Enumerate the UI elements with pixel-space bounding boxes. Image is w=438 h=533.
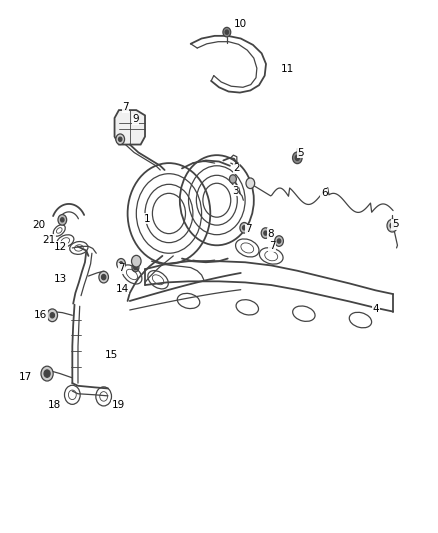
Circle shape (50, 313, 54, 318)
Circle shape (60, 217, 64, 222)
Circle shape (134, 265, 137, 270)
Circle shape (44, 370, 50, 377)
Circle shape (387, 219, 397, 232)
Circle shape (261, 228, 270, 238)
Text: 15: 15 (104, 350, 118, 360)
Circle shape (295, 155, 300, 160)
Text: 3: 3 (232, 185, 239, 196)
Circle shape (47, 309, 57, 321)
Text: 18: 18 (48, 400, 61, 410)
Circle shape (119, 262, 123, 266)
Circle shape (132, 263, 139, 272)
Circle shape (240, 222, 249, 233)
Circle shape (264, 231, 267, 235)
Circle shape (99, 271, 109, 283)
Text: 5: 5 (392, 219, 399, 229)
Polygon shape (115, 110, 145, 144)
Text: 10: 10 (233, 19, 247, 29)
Circle shape (118, 137, 122, 141)
Circle shape (58, 215, 67, 225)
Text: 2: 2 (233, 164, 240, 173)
Text: 8: 8 (267, 229, 274, 239)
Text: 14: 14 (115, 284, 129, 294)
Text: 20: 20 (32, 220, 46, 230)
Circle shape (223, 27, 231, 37)
Text: 7: 7 (245, 224, 252, 235)
Circle shape (293, 152, 302, 164)
Text: 7: 7 (118, 263, 125, 273)
Circle shape (41, 366, 53, 381)
Text: 5: 5 (297, 148, 304, 158)
Circle shape (116, 134, 124, 144)
Text: 21: 21 (42, 235, 55, 245)
Circle shape (225, 30, 229, 34)
Circle shape (275, 236, 283, 246)
Text: 6: 6 (321, 188, 328, 198)
Circle shape (243, 225, 246, 230)
Text: 7: 7 (269, 241, 276, 252)
Circle shape (277, 239, 281, 243)
Text: 16: 16 (34, 310, 47, 320)
Text: 19: 19 (111, 400, 125, 410)
Circle shape (390, 223, 394, 228)
Circle shape (230, 175, 237, 183)
Text: 7: 7 (122, 102, 129, 112)
Text: 1: 1 (144, 214, 151, 224)
Circle shape (117, 259, 125, 269)
Circle shape (131, 255, 141, 267)
Text: 13: 13 (54, 273, 67, 284)
Text: 17: 17 (19, 372, 32, 382)
Text: 9: 9 (132, 114, 139, 124)
Text: 4: 4 (372, 304, 379, 314)
Text: 12: 12 (54, 242, 67, 252)
Circle shape (102, 274, 106, 280)
Text: 11: 11 (281, 64, 294, 74)
Circle shape (246, 178, 254, 189)
